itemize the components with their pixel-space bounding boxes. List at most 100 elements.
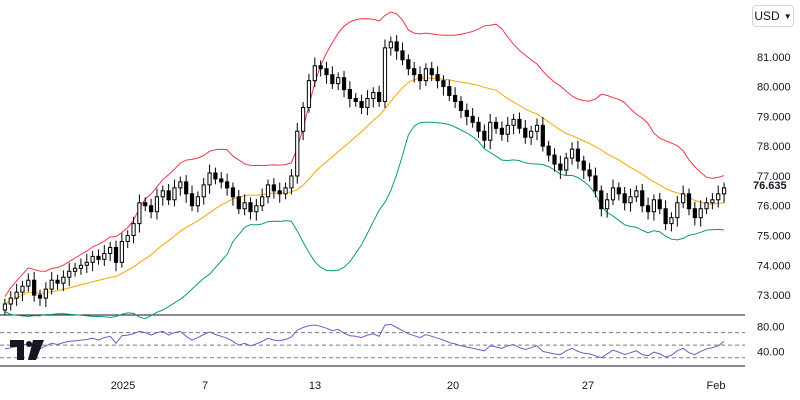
candle-body bbox=[458, 100, 464, 111]
currency-selector-button[interactable]: USD ▼ bbox=[752, 5, 794, 27]
candle-body bbox=[482, 130, 487, 141]
candle-body bbox=[195, 196, 200, 207]
candle-body bbox=[558, 163, 563, 171]
candle-body bbox=[108, 246, 113, 254]
candle-body bbox=[14, 291, 19, 299]
candle-body bbox=[610, 187, 616, 201]
time-axis-tick: 2025 bbox=[111, 380, 135, 392]
candle-body bbox=[113, 246, 119, 263]
candle-body bbox=[605, 199, 610, 210]
candle-body bbox=[160, 190, 165, 198]
candle-body bbox=[119, 240, 124, 263]
candle-body bbox=[248, 202, 253, 213]
time-axis-tick: 27 bbox=[582, 380, 594, 392]
candle-body bbox=[347, 89, 352, 100]
candle-body bbox=[137, 202, 142, 225]
candle-body bbox=[49, 279, 54, 290]
candle-body bbox=[429, 68, 434, 76]
candle-body bbox=[453, 95, 458, 102]
price-axis-tick: 76.000 bbox=[757, 201, 791, 213]
candle-body bbox=[55, 279, 60, 284]
candle-body bbox=[470, 115, 475, 123]
candle-body bbox=[189, 193, 195, 207]
price-axis-tick: 79.000 bbox=[757, 111, 791, 123]
time-axis-tick: Feb bbox=[707, 380, 726, 392]
candle-body bbox=[464, 109, 469, 117]
candle-body bbox=[330, 74, 335, 85]
candle-body bbox=[260, 196, 265, 207]
rsi-axis-tick: 40.00 bbox=[757, 346, 785, 358]
candle-body bbox=[493, 121, 499, 129]
candle-body bbox=[154, 196, 160, 213]
candle-body bbox=[125, 235, 130, 242]
candle-body bbox=[645, 205, 651, 213]
time-axis-tick: 13 bbox=[309, 380, 321, 392]
candle-body bbox=[283, 187, 288, 195]
candle-body bbox=[698, 208, 703, 219]
candle-body bbox=[564, 157, 569, 171]
candle-body bbox=[289, 175, 294, 189]
candle-body bbox=[447, 86, 452, 97]
candle-body bbox=[207, 172, 212, 186]
candle-body bbox=[599, 190, 604, 210]
candle-body bbox=[265, 184, 271, 198]
candle-body bbox=[634, 190, 639, 198]
candle-body bbox=[400, 50, 405, 61]
price-axis-tick: 74.000 bbox=[757, 260, 791, 272]
candle-body bbox=[336, 77, 341, 85]
candle-body bbox=[277, 190, 282, 195]
candle-body bbox=[499, 127, 505, 135]
candle-body bbox=[423, 68, 428, 82]
candle-body bbox=[593, 175, 598, 192]
candle-body bbox=[8, 297, 13, 305]
candle-body bbox=[236, 196, 241, 210]
candle-body bbox=[657, 199, 662, 210]
candle-body bbox=[382, 47, 388, 102]
price-axis-tick: 81.000 bbox=[757, 52, 791, 64]
candle-body bbox=[78, 264, 84, 269]
price-axis-tick: 80.000 bbox=[757, 82, 791, 94]
candle-body bbox=[318, 65, 323, 70]
candle-body bbox=[2, 303, 8, 311]
candle-body bbox=[301, 106, 306, 132]
candle-body bbox=[511, 118, 516, 126]
time-axis-tick: 20 bbox=[447, 380, 459, 392]
candle-body bbox=[371, 92, 376, 100]
candle-body bbox=[61, 276, 66, 284]
candle-body bbox=[692, 208, 697, 219]
candle-body bbox=[388, 41, 393, 49]
candle-body bbox=[37, 294, 43, 299]
candle-body bbox=[622, 193, 627, 204]
candle-body bbox=[96, 255, 101, 260]
rsi-line bbox=[4, 323, 725, 359]
candle-body bbox=[102, 252, 107, 260]
candle-body bbox=[324, 68, 329, 76]
candle-body bbox=[67, 270, 72, 278]
candle-body bbox=[230, 187, 236, 198]
price-axis-tick: 73.000 bbox=[757, 290, 791, 302]
bollinger-lower-band bbox=[4, 121, 725, 320]
candle-body bbox=[581, 160, 586, 171]
candle-body bbox=[148, 205, 154, 213]
candle-body bbox=[546, 145, 551, 156]
candle-body bbox=[523, 127, 528, 138]
candle-body bbox=[219, 178, 224, 183]
tradingview-logo-icon bbox=[10, 340, 44, 360]
candle-body bbox=[90, 255, 95, 263]
candle-body bbox=[587, 169, 592, 177]
candle-body bbox=[669, 217, 674, 225]
candle-body bbox=[435, 74, 440, 82]
candle-body bbox=[242, 202, 247, 210]
candle-body bbox=[476, 121, 481, 132]
candle-body bbox=[417, 74, 423, 82]
price-axis-tick: 78.000 bbox=[757, 141, 791, 153]
candle-body bbox=[178, 181, 183, 189]
candle-body bbox=[651, 199, 657, 213]
time-axis-tick: 7 bbox=[202, 380, 208, 392]
rsi-axis-tick: 80.00 bbox=[757, 321, 785, 333]
candle-body bbox=[184, 181, 189, 195]
candle-body bbox=[166, 190, 171, 201]
candle-body bbox=[306, 80, 312, 108]
candle-body bbox=[254, 205, 259, 213]
